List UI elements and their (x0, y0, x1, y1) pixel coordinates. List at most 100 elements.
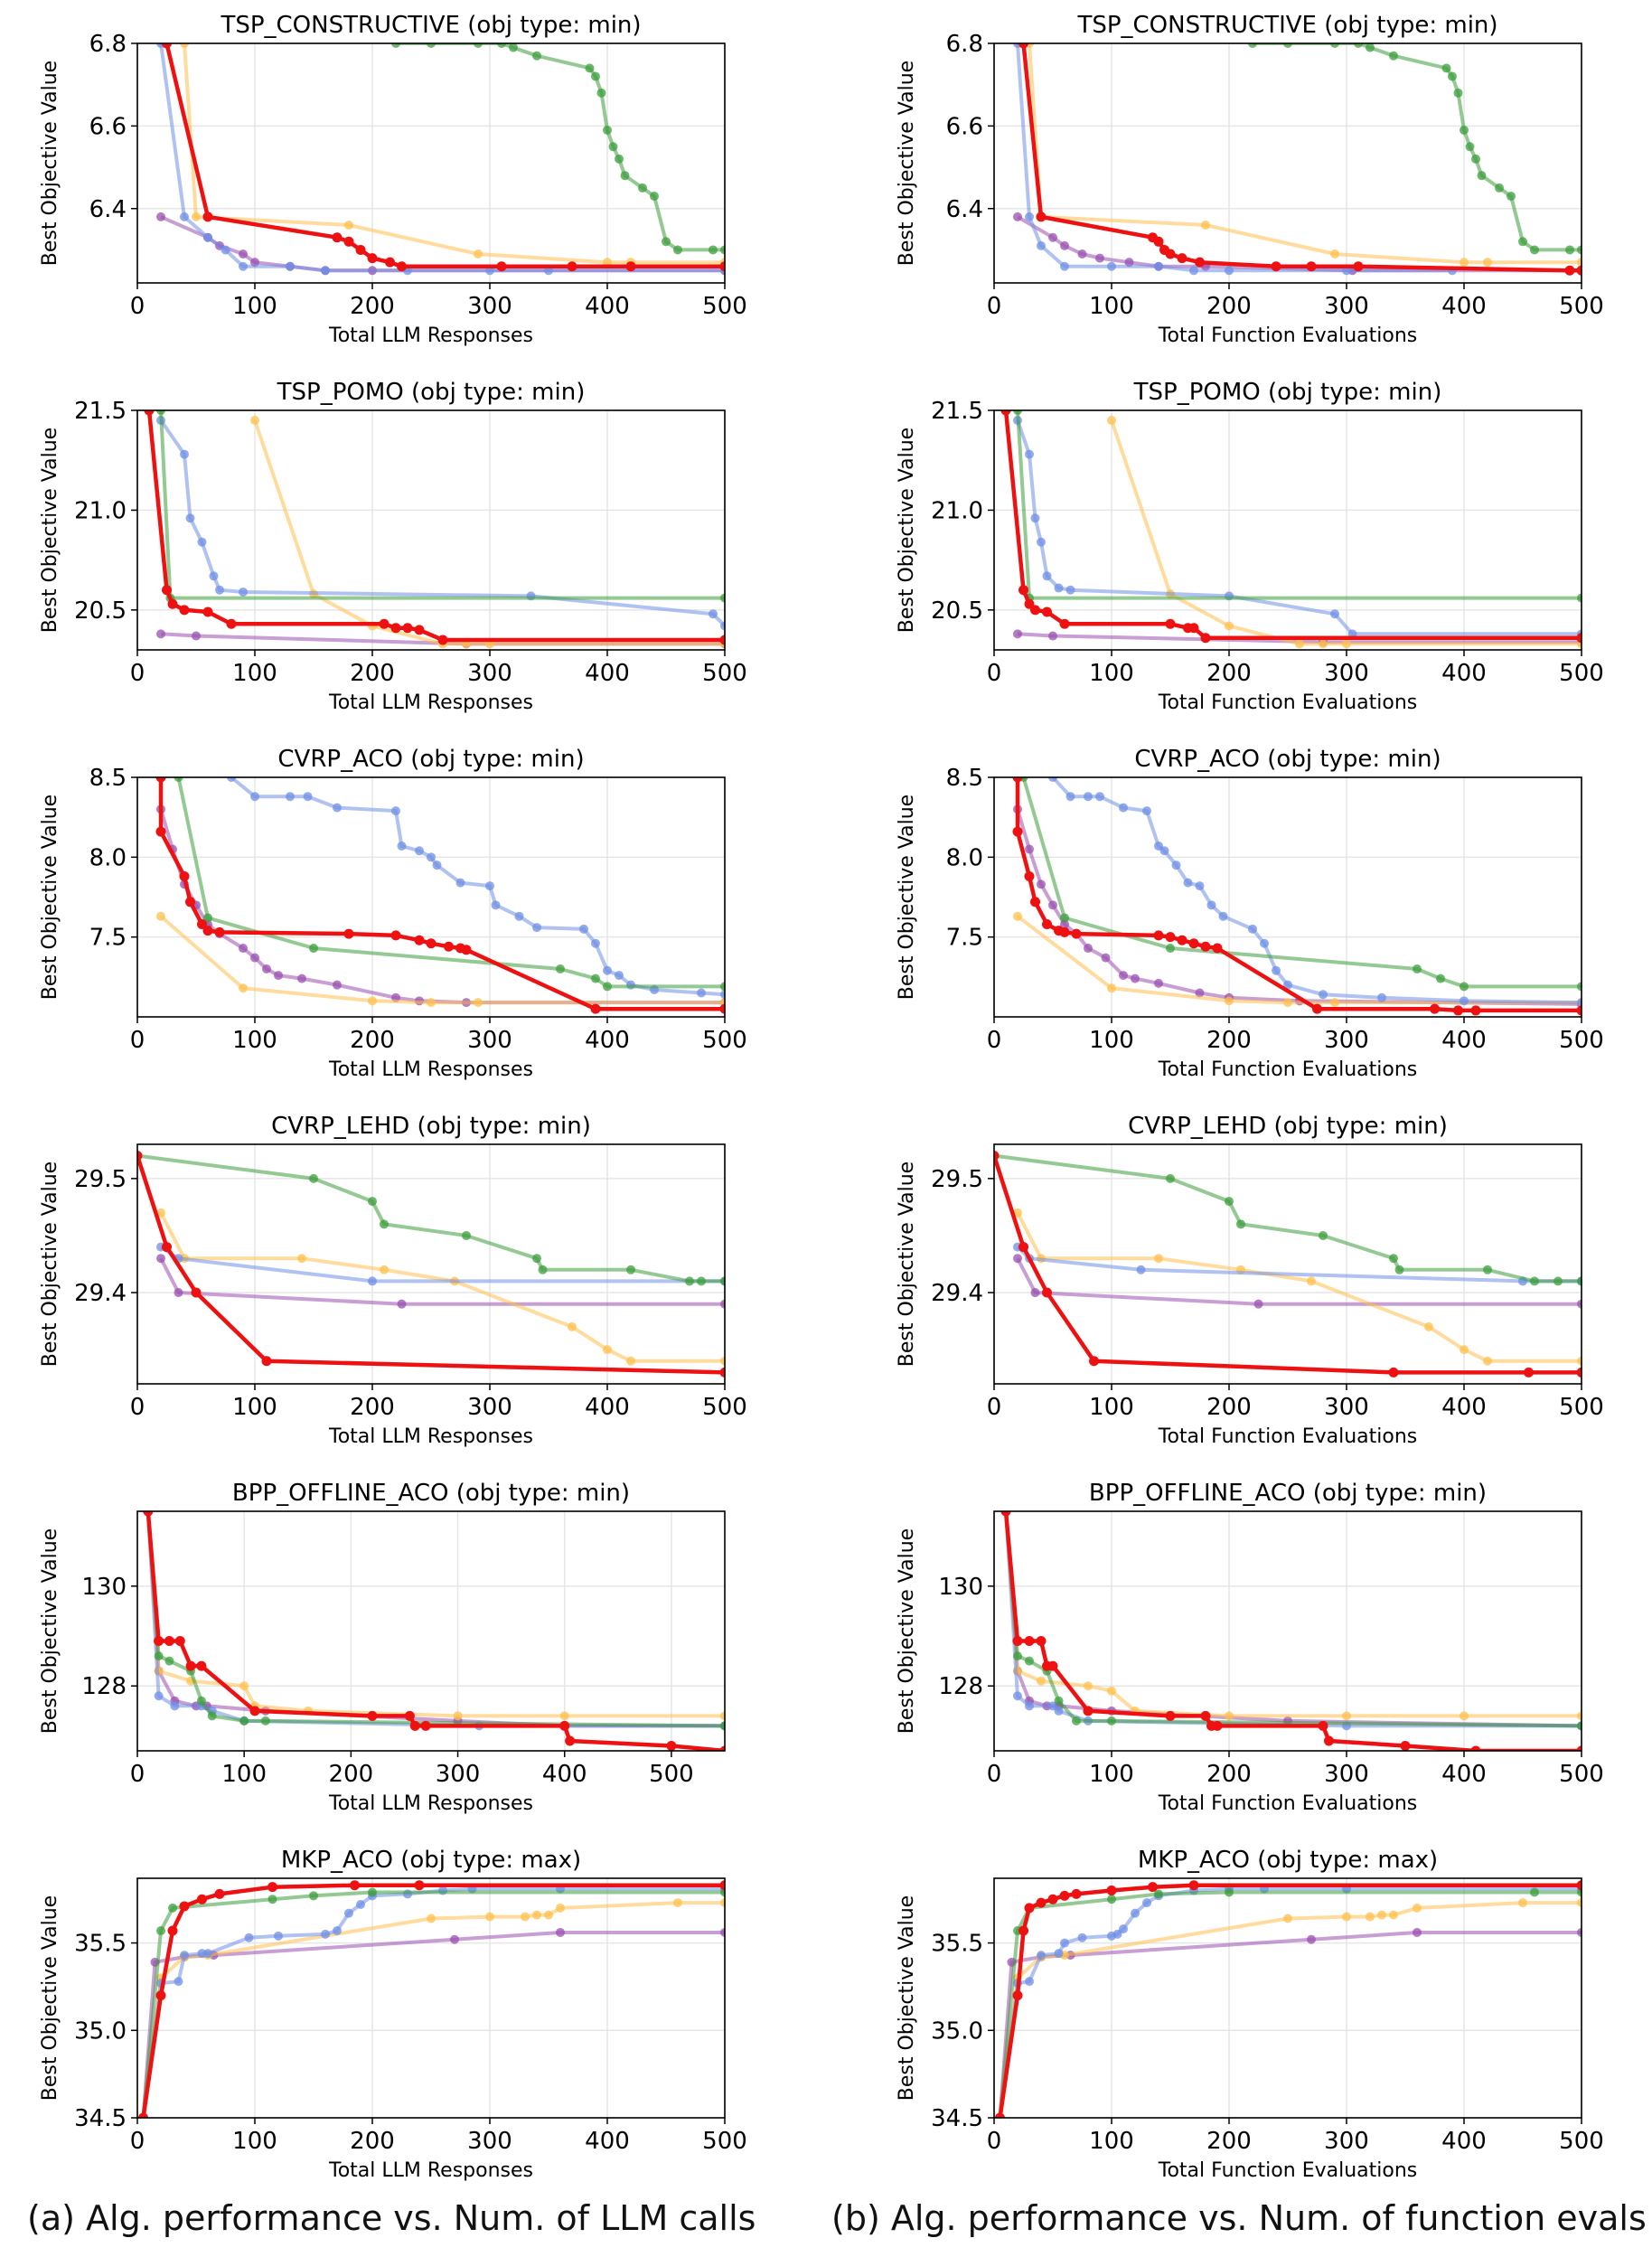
data-point-green (380, 1219, 389, 1229)
y-axis-label: Best Objective Value (896, 428, 918, 633)
x-tick-label: 500 (702, 293, 747, 320)
x-tick-label: 400 (585, 1394, 630, 1421)
data-point-green (1441, 63, 1451, 73)
x-tick-label: 400 (585, 293, 630, 320)
data-point-red (1153, 236, 1164, 247)
x-tick-label: 0 (130, 293, 145, 320)
x-tick-label: 100 (232, 660, 277, 687)
data-point-blue (344, 1908, 353, 1918)
data-point-orange (1107, 1686, 1116, 1696)
data-point-red (1024, 871, 1035, 882)
data-point-green (620, 171, 630, 181)
data-point-blue (1248, 924, 1257, 934)
data-point-red (1012, 1990, 1023, 2001)
series-group (143, 1511, 725, 1751)
x-tick-label: 500 (1559, 1394, 1604, 1421)
x-tick-label: 500 (702, 1394, 747, 1421)
data-point-green (1577, 245, 1582, 255)
data-point-blue (154, 1691, 164, 1701)
x-tick-label: 200 (350, 660, 395, 687)
data-point-red (202, 926, 213, 936)
data-point-red (1470, 1005, 1481, 1016)
data-point-red (202, 607, 213, 617)
series-line-green (998, 1890, 1582, 2118)
data-point-red (162, 585, 172, 596)
y-tick-label: 130 (81, 1574, 127, 1601)
data-point-red (1212, 943, 1223, 954)
chart-7: 0 100 200 300 400 500 29.4 29.5 CVRP_LEHD (obj t… (39, 1113, 747, 1448)
x-tick-label: 400 (585, 2128, 630, 2155)
data-point-red (719, 1880, 725, 1891)
data-point-blue (333, 1926, 342, 1936)
series-line-purple (1004, 1511, 1582, 1728)
data-point-red (196, 1660, 207, 1671)
series-line-red (158, 777, 725, 1011)
data-point-blue (720, 621, 725, 631)
series-line-blue (159, 1245, 725, 1284)
x-tick-label: 500 (702, 2128, 747, 2155)
data-point-orange (427, 1914, 436, 1923)
data-point-red (1012, 826, 1023, 837)
series-line-orange (145, 1511, 725, 1718)
data-point-red (1042, 919, 1052, 930)
data-point-red (1059, 1890, 1070, 1901)
x-axis-label: Total Function Evaluations (1158, 1792, 1417, 1815)
data-point-purple (1060, 919, 1069, 929)
data-point-purple (250, 953, 259, 963)
x-tick-label: 400 (1441, 293, 1487, 320)
y-tick-label: 6.6 (89, 113, 127, 140)
data-point-red (1148, 1882, 1158, 1893)
chart-title: CVRP_LEHD (obj type: min) (1128, 1113, 1448, 1140)
plot-frame (136, 409, 726, 651)
data-point-red (1177, 935, 1187, 945)
data-point-purple (274, 971, 283, 981)
data-point-blue (532, 923, 541, 933)
x-tick-label: 500 (649, 1761, 694, 1788)
data-point-red (414, 1880, 425, 1891)
data-point-red (1036, 1636, 1047, 1647)
data-point-blue (203, 1949, 212, 1959)
plot-frame (993, 776, 1582, 1018)
data-point-red (1018, 1925, 1028, 1936)
data-point-green (650, 192, 659, 202)
series-line-purple (159, 1257, 725, 1306)
data-point-purple (297, 973, 306, 983)
series-line-blue (1016, 419, 1582, 636)
data-point-blue (1218, 911, 1228, 921)
data-point-purple (720, 1299, 725, 1309)
data-point-orange (1201, 221, 1210, 230)
data-point-red (1324, 1735, 1334, 1746)
data-point-blue (1025, 212, 1034, 221)
y-axis-label: Best Objective Value (896, 1161, 918, 1367)
data-point-blue (227, 777, 236, 782)
chart-2: 0 100 200 300 400 500 6.4 6.6 6.8 TSP_CONSTRUCTIV… (896, 12, 1604, 347)
x-tick-label: 200 (1206, 2128, 1252, 2155)
data-point-blue (455, 878, 465, 888)
data-point-red (719, 1367, 725, 1378)
data-point-red (1165, 618, 1176, 629)
data-point-green (1413, 964, 1422, 973)
x-tick-label: 200 (1206, 293, 1252, 320)
x-tick-label: 100 (232, 1394, 277, 1421)
data-point-blue (1272, 965, 1281, 975)
data-point-orange (250, 416, 259, 426)
data-point-red (390, 623, 401, 634)
series-line-red (1021, 43, 1582, 273)
chart-8: 0 100 200 300 400 500 29.4 29.5 CVRP_LEHD (obj t… (896, 1113, 1604, 1448)
data-point-green (1248, 43, 1257, 48)
x-tick-label: 100 (232, 1027, 277, 1054)
data-point-red (994, 1151, 1000, 1161)
data-point-green (532, 51, 541, 61)
y-axis-label: Best Objective Value (39, 428, 61, 633)
data-point-red (719, 1003, 725, 1014)
data-point-red (1083, 1706, 1094, 1716)
data-point-purple (1119, 971, 1128, 981)
data-point-red (1576, 633, 1582, 644)
data-point-red (1200, 633, 1211, 644)
data-point-blue (1260, 938, 1269, 948)
data-point-green (391, 43, 400, 48)
data-point-red (1024, 1903, 1035, 1914)
data-point-green (1025, 1656, 1034, 1666)
data-point-green (497, 43, 506, 48)
data-point-red (1000, 410, 1011, 416)
